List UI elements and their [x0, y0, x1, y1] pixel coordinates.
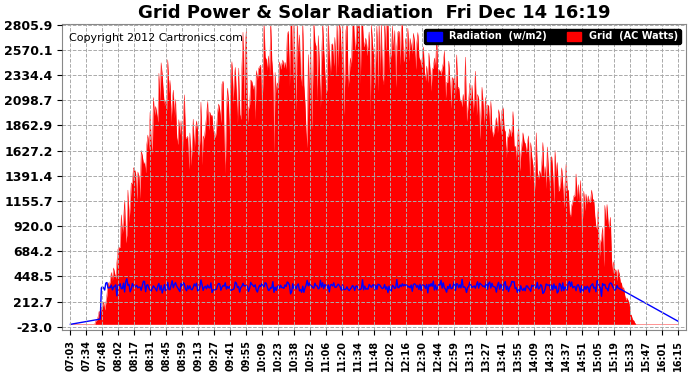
Title: Grid Power & Solar Radiation  Fri Dec 14 16:19: Grid Power & Solar Radiation Fri Dec 14 … [138, 4, 611, 22]
Text: Copyright 2012 Cartronics.com: Copyright 2012 Cartronics.com [68, 33, 243, 43]
Legend: Radiation  (w/m2), Grid  (AC Watts): Radiation (w/m2), Grid (AC Watts) [424, 28, 681, 44]
